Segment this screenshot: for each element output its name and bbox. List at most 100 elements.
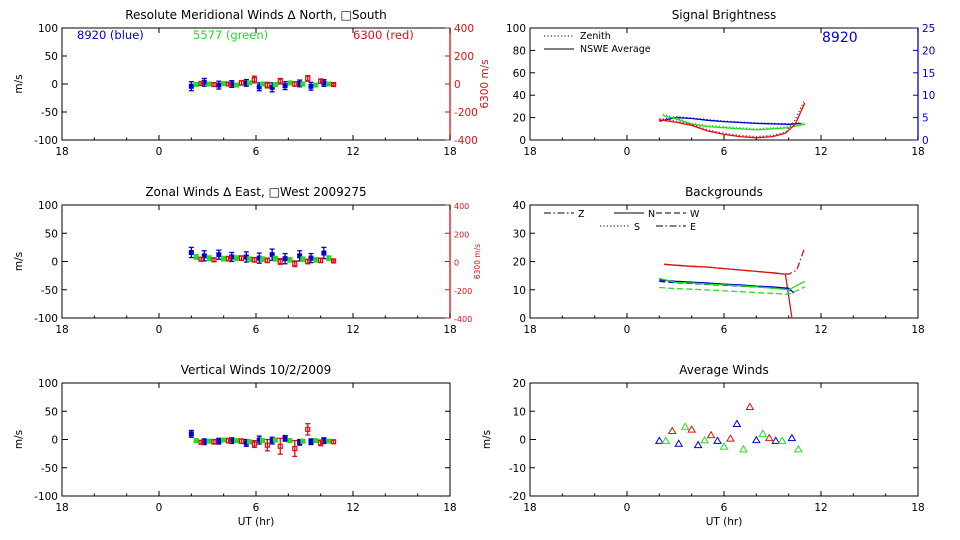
data-point <box>305 426 311 432</box>
data-point <box>243 80 249 86</box>
data-point <box>229 438 235 444</box>
data-point <box>264 257 270 263</box>
y-tick-label: 30 <box>513 228 526 240</box>
y-tick-label: -100 <box>34 135 58 147</box>
x-tick-label: 0 <box>624 146 631 158</box>
y-tick-label: 20 <box>513 378 526 390</box>
data-point <box>216 82 222 88</box>
y-right-tick-label: 5 <box>922 113 929 125</box>
y-tick-label: 80 <box>513 45 526 57</box>
data-point <box>193 82 199 88</box>
data-point <box>216 252 222 258</box>
series-green <box>193 437 332 445</box>
x-tick-label: 6 <box>721 502 728 514</box>
data-point <box>292 445 298 452</box>
data-point <box>713 436 722 444</box>
y-tick-label: -50 <box>41 107 58 119</box>
data-point <box>277 258 283 265</box>
y-right-tick-label: 15 <box>922 68 935 80</box>
y-right-tick-label: 25 <box>922 23 935 35</box>
data-point <box>771 436 781 444</box>
series-blue <box>659 116 802 125</box>
data-point <box>272 256 278 262</box>
y-tick-label: 20 <box>513 113 526 125</box>
data-point <box>256 84 262 90</box>
series-red <box>664 247 806 275</box>
data-point <box>277 443 283 449</box>
series-line <box>659 116 802 125</box>
series-red <box>198 74 337 89</box>
x-axis-label: UT (hr) <box>706 516 743 528</box>
data-point <box>282 256 288 262</box>
y-right-tick-label: 200 <box>454 51 474 63</box>
data-point <box>211 81 217 88</box>
panel-title: Zonal Winds ∆ East, □West 2009275 <box>145 185 366 199</box>
x-tick-label: 18 <box>55 502 68 514</box>
series-red <box>198 255 337 268</box>
x-tick-label: 12 <box>346 324 359 336</box>
legend-s: S <box>634 222 640 233</box>
x-tick-label: 6 <box>721 146 728 158</box>
data-point <box>269 438 275 444</box>
series-red <box>198 423 337 458</box>
data-point <box>305 75 311 82</box>
data-point <box>188 431 194 437</box>
x-tick-label: 12 <box>814 324 827 336</box>
data-point <box>221 437 227 443</box>
series-green <box>662 113 805 130</box>
y-tick-label: -50 <box>41 285 58 297</box>
data-point <box>225 438 232 444</box>
data-point <box>292 261 298 267</box>
y-tick-label: 0 <box>51 79 58 91</box>
data-point <box>206 438 212 444</box>
data-point <box>259 438 265 444</box>
data-point <box>764 433 774 442</box>
x-tick-label: 6 <box>721 324 728 336</box>
series-blue <box>654 419 797 449</box>
data-point <box>238 255 245 261</box>
x-tick-label: 0 <box>156 502 163 514</box>
y-right-axis-label: 6300 m/s <box>479 59 491 108</box>
series-green <box>659 277 806 291</box>
panel-vertical: Vertical Winds 10/2/2009 18 0 6 12 18 100 50 0 -5… <box>13 363 457 528</box>
x-tick-label: 0 <box>624 324 631 336</box>
series-red <box>659 102 806 139</box>
data-point <box>193 254 199 260</box>
data-point <box>326 81 332 87</box>
x-tick-label: 18 <box>443 146 456 158</box>
data-point <box>247 256 253 262</box>
y-tick-label: 100 <box>38 200 58 212</box>
series-red <box>667 402 774 442</box>
data-point <box>308 255 314 261</box>
x-tick-label: 18 <box>523 502 536 514</box>
data-point <box>321 438 327 444</box>
data-point <box>674 439 684 447</box>
data-point <box>269 252 275 258</box>
data-point <box>216 438 222 444</box>
series-line <box>662 113 805 130</box>
data-point <box>243 440 249 446</box>
data-point <box>693 440 703 449</box>
data-point <box>229 254 235 260</box>
data-point <box>198 439 204 445</box>
y-right-axis-label: 6300 m/s <box>473 244 482 279</box>
series-green <box>662 114 805 131</box>
y-right-tick-label: 200 <box>454 230 469 239</box>
data-point <box>221 256 227 262</box>
x-tick-label: 18 <box>911 324 924 336</box>
data-point <box>277 78 283 84</box>
data-point <box>739 444 748 453</box>
data-point <box>654 436 664 444</box>
data-point <box>272 82 278 88</box>
data-point <box>297 253 303 259</box>
legend-zenith: Zenith <box>580 31 611 42</box>
data-point <box>321 250 327 256</box>
data-point <box>282 435 288 441</box>
x-tick-label: 18 <box>55 146 68 158</box>
y-axis-label: m/s <box>13 74 25 93</box>
data-point <box>201 253 207 259</box>
y-tick-label: 50 <box>45 228 58 240</box>
x-axis-label: UT (hr) <box>238 516 275 528</box>
data-point <box>211 439 217 445</box>
